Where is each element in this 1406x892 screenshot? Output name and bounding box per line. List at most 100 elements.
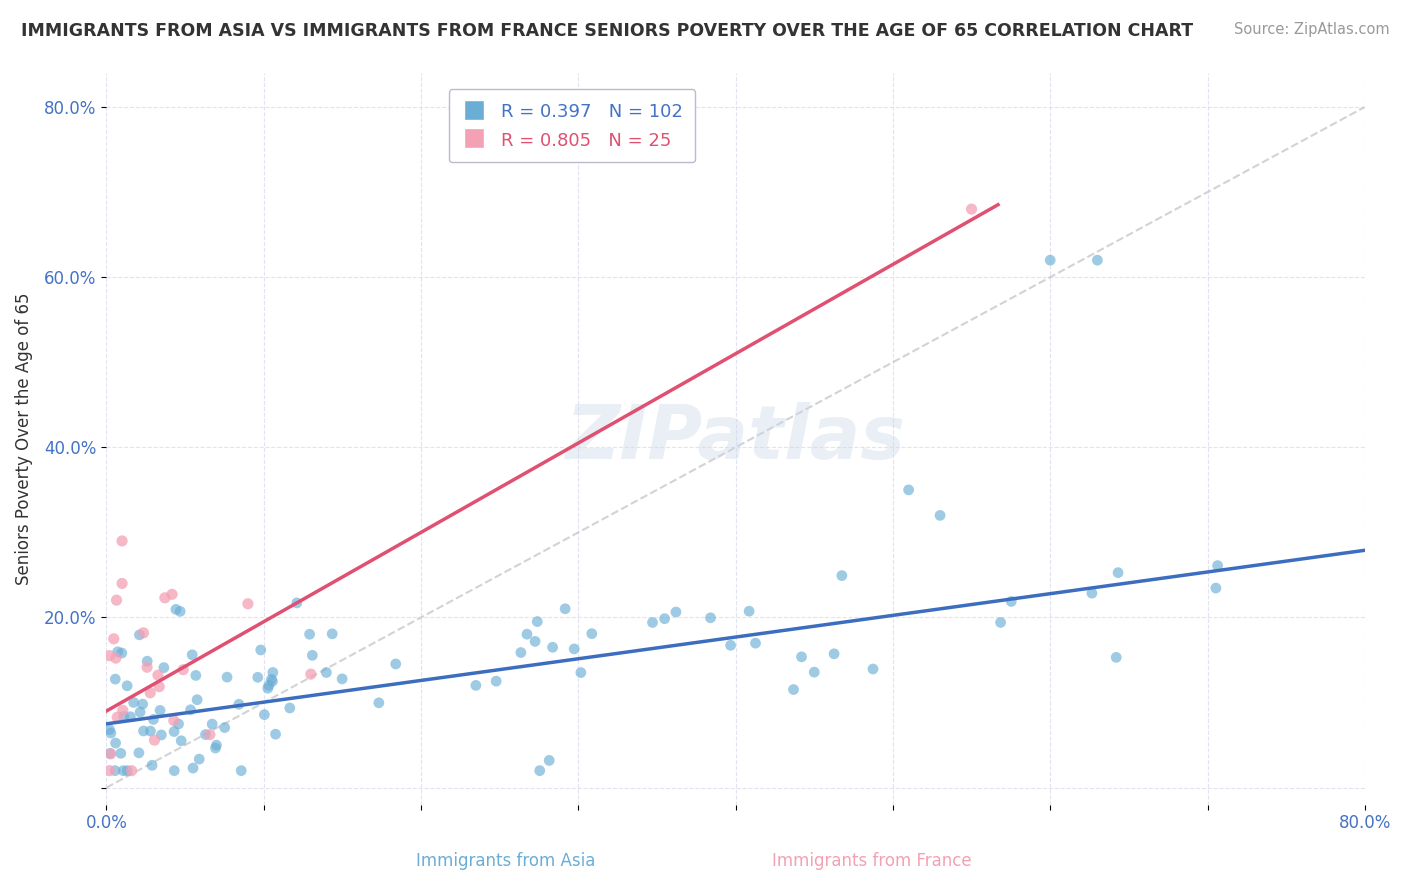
Point	[246, 670, 269, 684]
Point	[897, 483, 920, 497]
Point	[100, 726, 122, 740]
Point	[1105, 650, 1128, 665]
Point	[198, 728, 221, 742]
Point	[132, 625, 155, 640]
Point	[107, 645, 129, 659]
Point	[214, 721, 236, 735]
Point	[554, 601, 576, 615]
Point	[464, 678, 486, 692]
Point	[104, 736, 127, 750]
Point	[115, 679, 138, 693]
Point	[128, 746, 150, 760]
Point	[186, 692, 208, 706]
Point	[262, 674, 284, 689]
Point	[278, 701, 301, 715]
Point	[541, 640, 564, 655]
Point	[1206, 558, 1229, 573]
Point	[744, 636, 766, 650]
Point	[720, 638, 742, 652]
Point	[485, 674, 508, 689]
Point	[256, 681, 278, 696]
Point	[929, 508, 952, 523]
Point	[526, 615, 548, 629]
Text: Source: ZipAtlas.com: Source: ZipAtlas.com	[1233, 22, 1389, 37]
Point	[181, 761, 204, 775]
Point	[153, 591, 176, 605]
Point	[103, 632, 125, 646]
Point	[665, 605, 688, 619]
Point	[1087, 253, 1109, 268]
Point	[112, 764, 135, 778]
Point	[120, 710, 142, 724]
Point	[172, 663, 194, 677]
Point	[111, 576, 134, 591]
Point	[194, 727, 217, 741]
Point	[231, 764, 253, 778]
Point	[299, 667, 322, 681]
Point	[98, 723, 121, 737]
Point	[538, 753, 561, 767]
Legend: R = 0.397   N = 102, R = 0.805   N = 25: R = 0.397 N = 102, R = 0.805 N = 25	[449, 89, 696, 162]
Point	[321, 627, 343, 641]
Point	[516, 627, 538, 641]
Point	[205, 738, 228, 752]
Point	[141, 758, 163, 772]
Text: ZIPatlas: ZIPatlas	[565, 402, 905, 475]
Point	[1039, 253, 1062, 268]
Point	[153, 660, 176, 674]
Text: IMMIGRANTS FROM ASIA VS IMMIGRANTS FROM FRANCE SENIORS POVERTY OVER THE AGE OF 6: IMMIGRANTS FROM ASIA VS IMMIGRANTS FROM …	[21, 22, 1194, 40]
Point	[110, 747, 132, 761]
Point	[253, 707, 276, 722]
Point	[1000, 594, 1022, 608]
Point	[105, 593, 128, 607]
Point	[184, 668, 207, 682]
Point	[188, 752, 211, 766]
Point	[167, 717, 190, 731]
Point	[298, 627, 321, 641]
Point	[104, 651, 127, 665]
Point	[104, 672, 127, 686]
Point	[529, 764, 551, 778]
Point	[1081, 586, 1104, 600]
Point	[104, 764, 127, 778]
Point	[136, 654, 159, 668]
Point	[217, 670, 239, 684]
Point	[142, 713, 165, 727]
Point	[257, 678, 280, 692]
Point	[509, 646, 531, 660]
Point	[581, 626, 603, 640]
Point	[862, 662, 884, 676]
Point	[654, 612, 676, 626]
Point	[139, 686, 162, 700]
Point	[249, 643, 271, 657]
Point	[1205, 581, 1227, 595]
Point	[98, 747, 121, 761]
Point	[131, 697, 153, 711]
Point	[262, 665, 284, 680]
Point	[524, 634, 547, 648]
Point	[146, 668, 169, 682]
Point	[165, 602, 187, 616]
Point	[121, 764, 143, 778]
Point	[228, 698, 250, 712]
Point	[181, 648, 204, 662]
Point	[285, 596, 308, 610]
Point	[132, 723, 155, 738]
Point	[160, 587, 183, 601]
Point	[163, 714, 186, 728]
Point	[150, 728, 173, 742]
Point	[100, 747, 122, 761]
Point	[330, 672, 353, 686]
Point	[180, 703, 202, 717]
Point	[170, 733, 193, 747]
Point	[148, 680, 170, 694]
Point	[136, 660, 159, 674]
Point	[260, 673, 283, 687]
Point	[301, 648, 323, 663]
Point	[201, 717, 224, 731]
Point	[111, 646, 134, 660]
Point	[990, 615, 1012, 630]
Point	[782, 682, 804, 697]
Point	[831, 568, 853, 582]
Point	[105, 710, 128, 724]
